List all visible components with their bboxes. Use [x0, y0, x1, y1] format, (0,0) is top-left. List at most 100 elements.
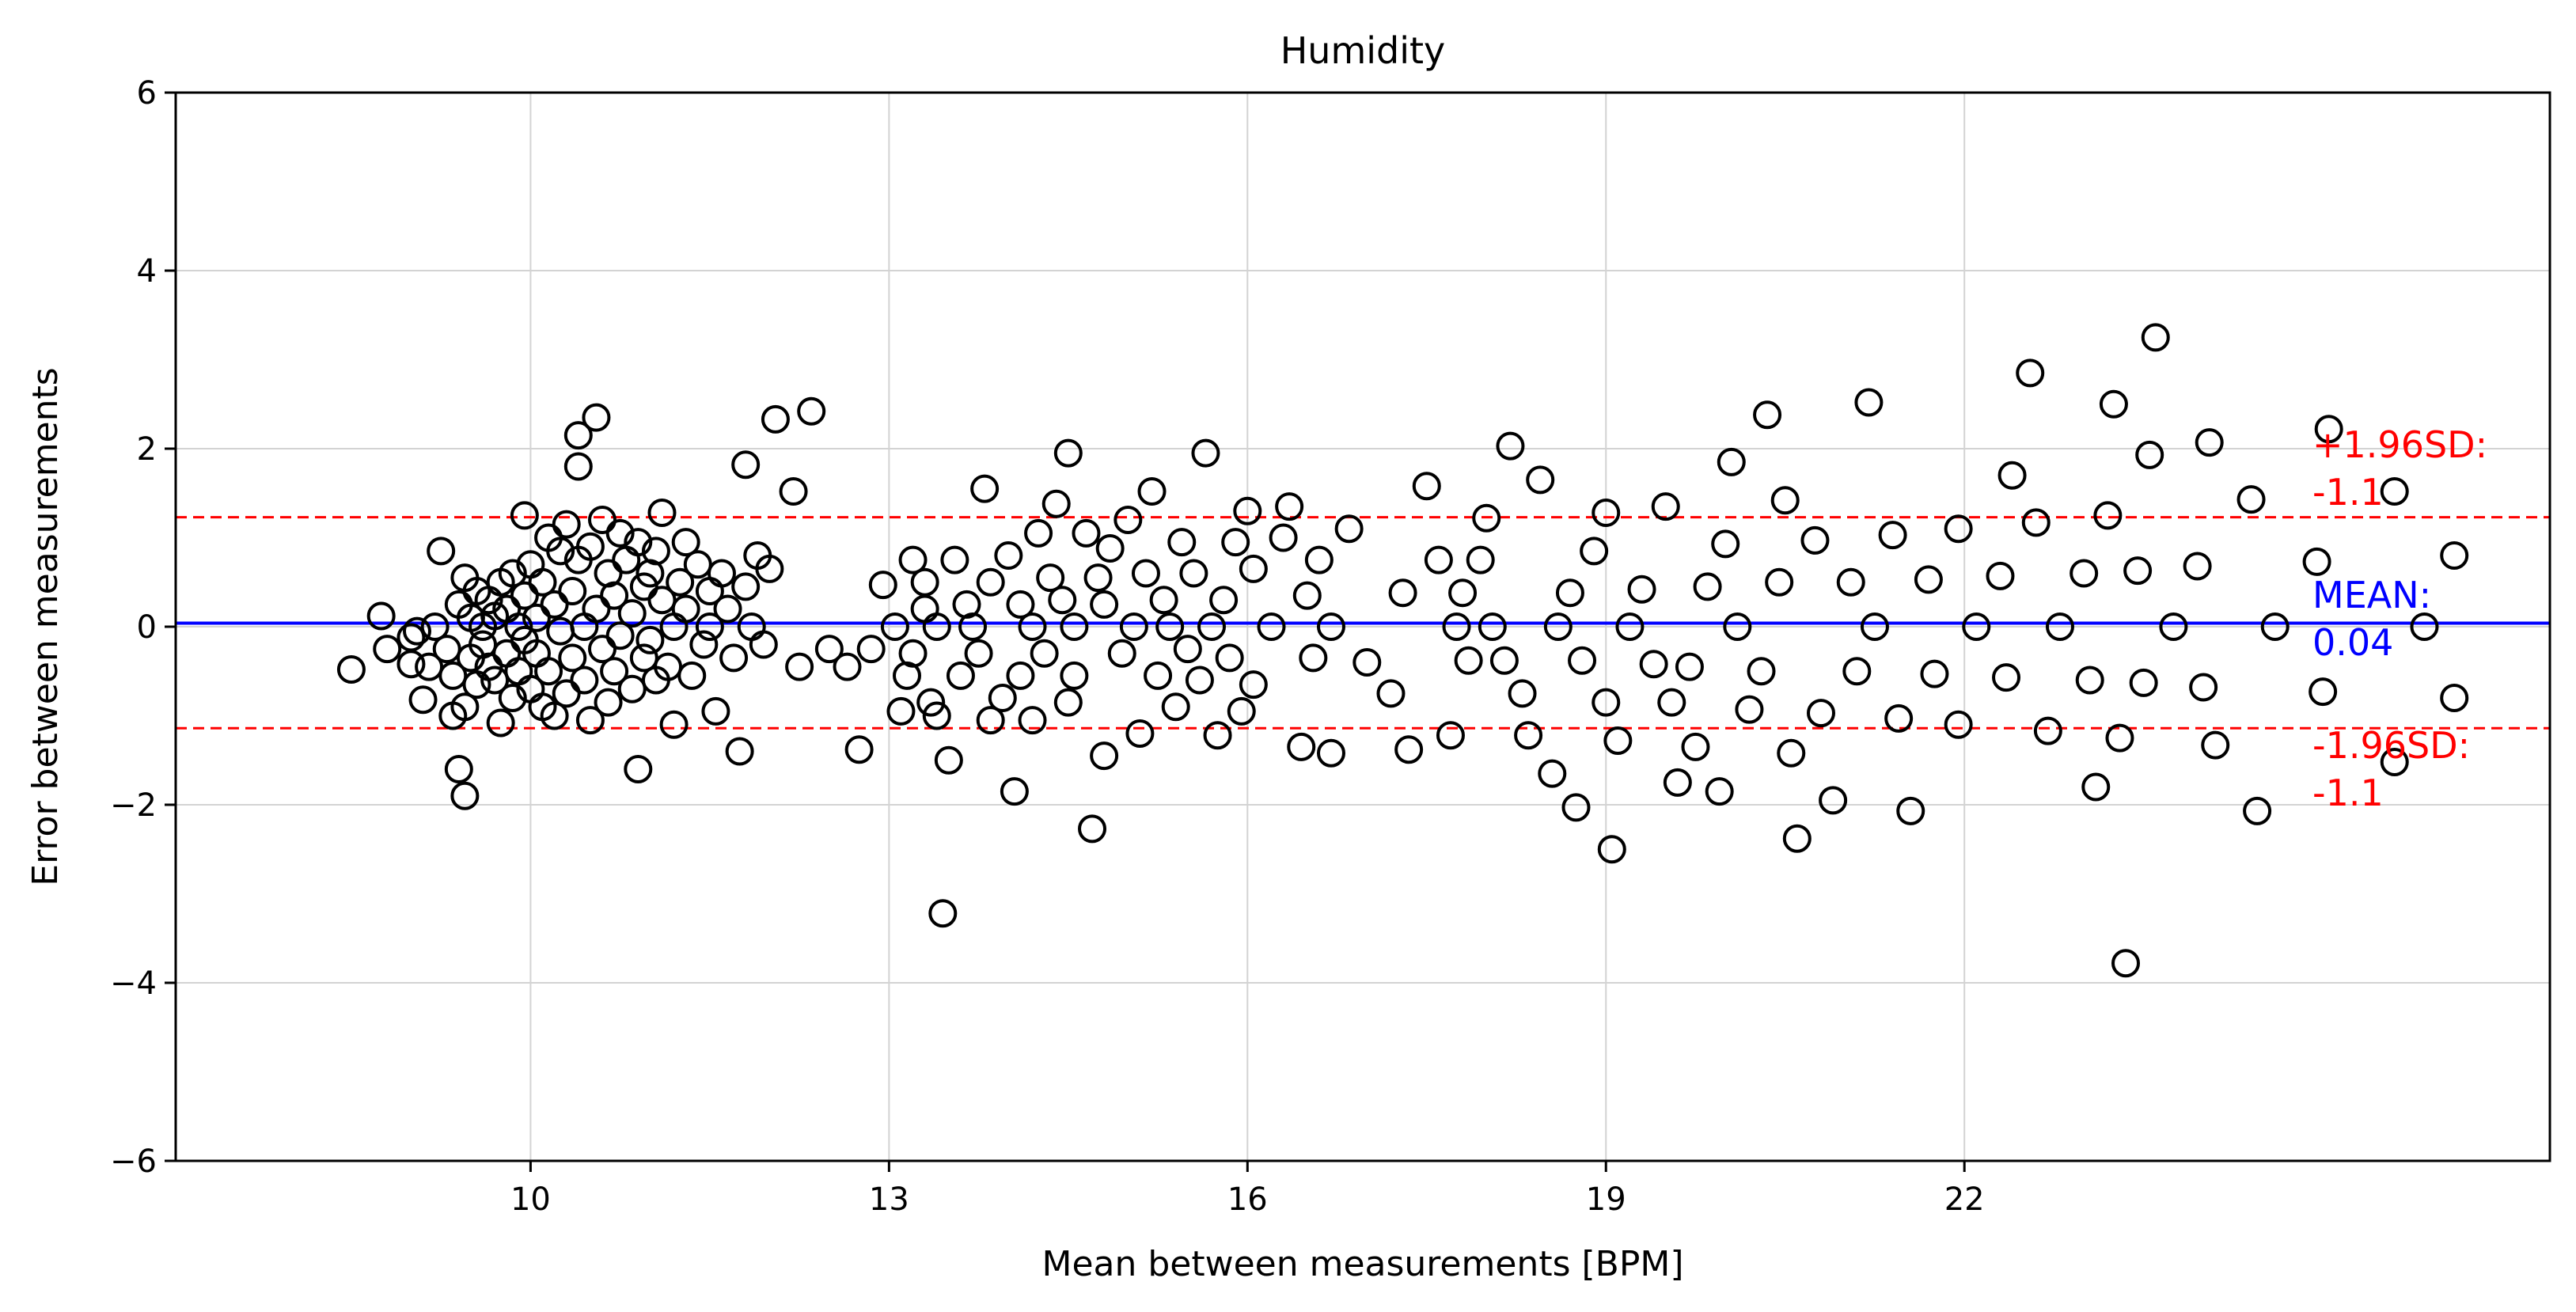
data-point	[916, 688, 946, 717]
data-point	[647, 586, 677, 615]
data-point	[1018, 706, 1047, 735]
data-point	[1299, 643, 1328, 673]
data-point	[1627, 574, 1656, 604]
data-point	[1962, 612, 1991, 641]
data-point	[2111, 949, 2141, 978]
data-point	[575, 706, 605, 735]
data-point	[2016, 358, 2045, 388]
data-point	[934, 745, 963, 775]
data-point	[1006, 661, 1035, 690]
data-point	[498, 559, 527, 588]
data-point	[2314, 415, 2343, 444]
data-point	[1227, 696, 1256, 726]
data-point	[438, 661, 468, 690]
data-point	[605, 621, 635, 650]
data-point	[1275, 492, 1304, 521]
data-point	[1944, 514, 1973, 544]
data-point	[588, 506, 617, 534]
data-point	[1681, 732, 1710, 761]
data-point	[671, 594, 700, 624]
data-point	[2201, 730, 2230, 760]
data-point	[1538, 759, 1567, 788]
data-point	[1292, 581, 1322, 610]
data-point	[1615, 612, 1645, 641]
data-point	[1113, 506, 1143, 534]
data-point	[1239, 554, 1268, 583]
data-point	[1543, 612, 1573, 641]
data-point	[1179, 559, 1208, 588]
data-point	[1060, 661, 1089, 690]
data-point	[336, 655, 366, 684]
data-point	[1592, 688, 1621, 717]
data-point	[552, 510, 581, 539]
data-point	[922, 612, 951, 641]
data-point	[1000, 777, 1029, 806]
data-point	[976, 567, 1005, 597]
data-point	[1878, 521, 1907, 550]
data-point	[2141, 323, 2170, 352]
data-point	[1819, 786, 1848, 815]
data-point	[558, 643, 587, 673]
data-point	[1394, 735, 1424, 764]
data-point	[689, 630, 719, 659]
data-point	[1173, 635, 1202, 664]
data-point	[1489, 646, 1519, 675]
data-point	[1388, 578, 1417, 608]
data-point	[1496, 431, 1525, 461]
x-tick-label: 16	[1227, 1181, 1268, 1218]
data-point	[1424, 545, 1453, 574]
data-point	[2045, 612, 2074, 641]
data-point	[2093, 501, 2123, 530]
data-point	[373, 635, 402, 664]
chart-title: Humidity	[1280, 29, 1446, 72]
data-point	[1137, 477, 1167, 506]
data-point	[2189, 673, 2218, 702]
data-point	[1053, 438, 1083, 468]
data-point	[450, 781, 480, 810]
data-point	[1287, 732, 1316, 761]
data-point	[1209, 586, 1239, 615]
data-point	[582, 403, 611, 432]
x-tick-label: 19	[1586, 1181, 1626, 1218]
data-point	[1131, 559, 1160, 588]
data-point	[1185, 665, 1214, 695]
data-point	[1597, 835, 1626, 864]
data-point	[1836, 567, 1865, 597]
data-point	[1221, 528, 1250, 557]
data-point	[427, 537, 456, 566]
data-point	[1747, 657, 1776, 686]
data-point	[970, 474, 1000, 503]
data-point	[415, 652, 444, 681]
data-point	[922, 701, 951, 730]
data-point	[420, 612, 450, 641]
data-point	[1854, 388, 1884, 417]
data-point	[1215, 643, 1244, 673]
data-point	[486, 708, 515, 738]
data-point	[2183, 552, 2212, 581]
data-point	[2260, 612, 2290, 641]
data-point	[713, 594, 742, 624]
data-point	[719, 643, 749, 673]
data-point	[1997, 461, 2027, 490]
data-point	[1705, 777, 1734, 806]
data-point	[1580, 537, 1609, 566]
data-point	[563, 452, 593, 481]
data-point	[1053, 688, 1083, 717]
data-point	[761, 404, 790, 434]
data-points	[336, 323, 2469, 978]
data-point	[677, 661, 707, 690]
data-point	[1675, 652, 1704, 681]
data-point	[2195, 428, 2224, 457]
data-point	[1807, 699, 1836, 728]
data-point	[624, 755, 653, 783]
data-point	[886, 696, 916, 726]
data-point	[1018, 612, 1047, 641]
data-point	[1078, 814, 1107, 844]
data-point	[1782, 824, 1812, 853]
data-point	[600, 657, 629, 686]
data-point	[1376, 679, 1406, 708]
data-point	[588, 635, 617, 664]
data-point	[558, 577, 587, 605]
data-point	[1478, 612, 1507, 641]
